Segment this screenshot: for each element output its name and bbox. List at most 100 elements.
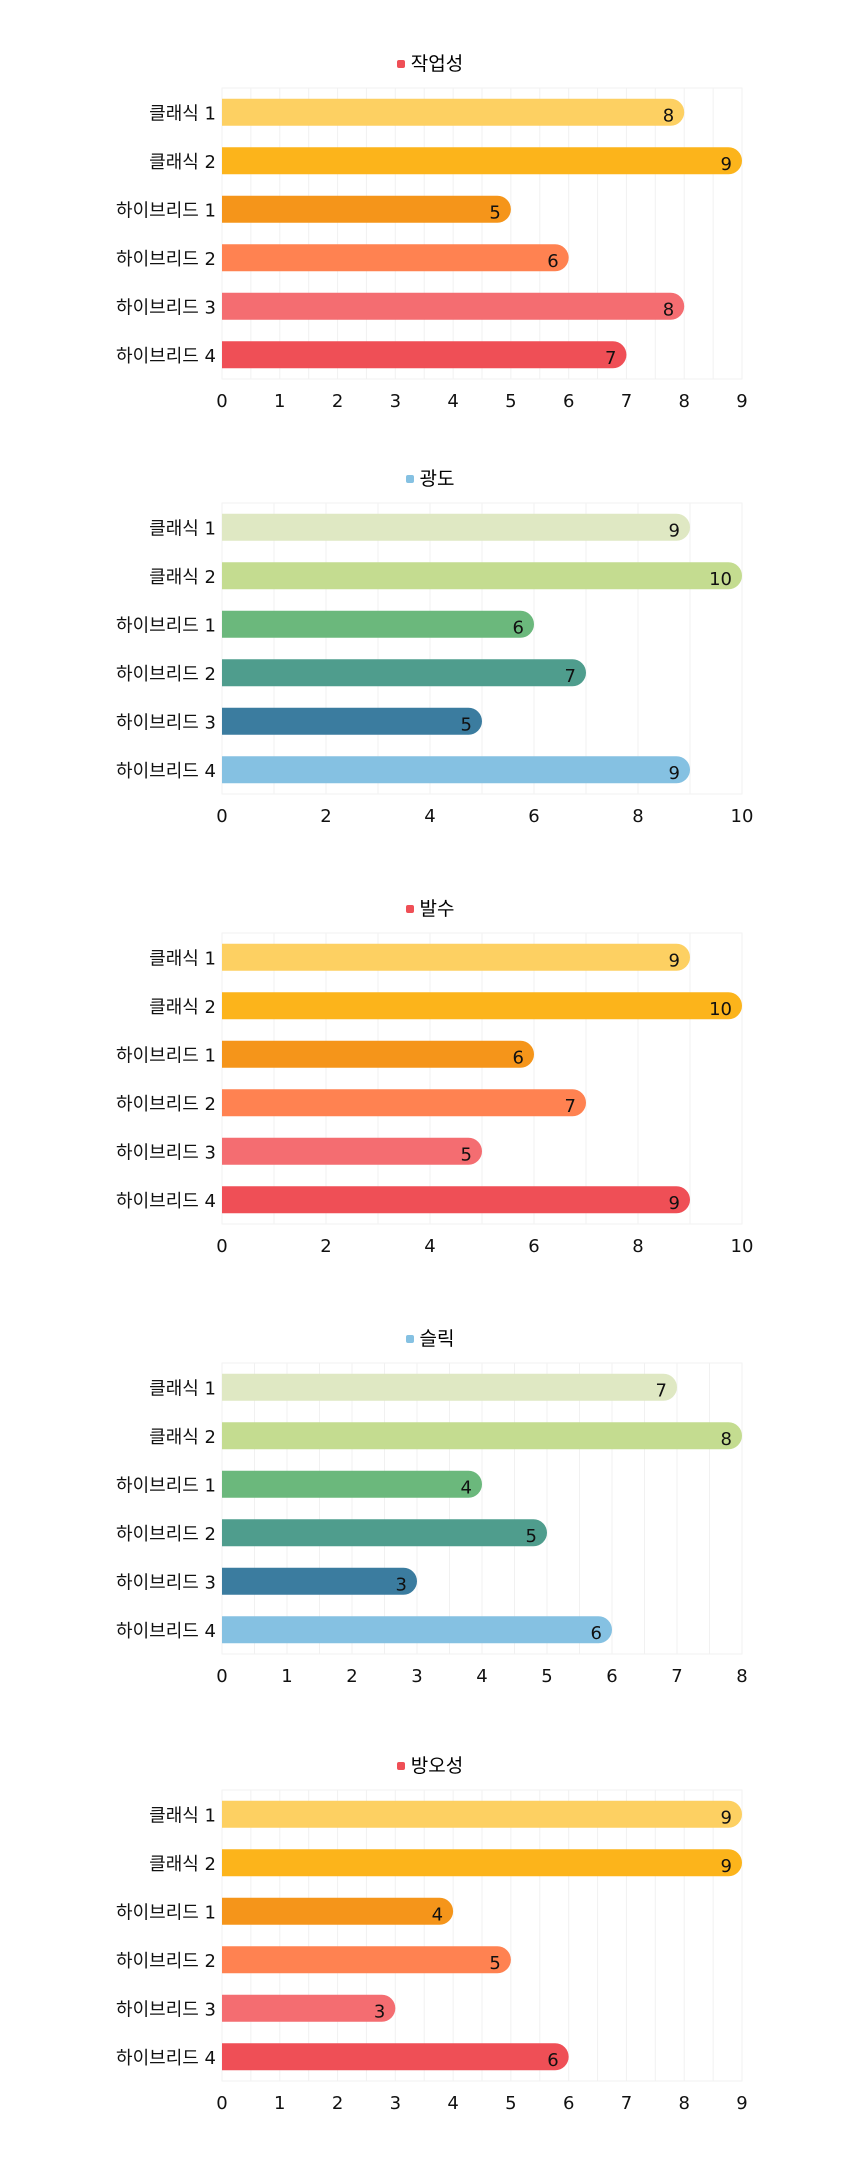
bar[interactable]: [222, 147, 742, 175]
x-tick-label: 10: [731, 806, 754, 827]
bar-value-label: 7: [656, 1380, 667, 1401]
bar[interactable]: [222, 1616, 612, 1644]
x-tick-label: 1: [281, 1666, 292, 1687]
x-tick-label: 6: [606, 1666, 617, 1687]
category-label: 하이브리드 3: [116, 1142, 216, 1163]
bar-value-label: 8: [721, 1429, 732, 1450]
x-tick-label: 5: [505, 391, 516, 412]
x-tick-label: 6: [528, 1236, 539, 1257]
bar[interactable]: [222, 513, 690, 541]
bar[interactable]: [222, 943, 690, 971]
x-tick-label: 5: [541, 1666, 552, 1687]
bar[interactable]: [222, 1373, 677, 1401]
bar[interactable]: [222, 992, 742, 1020]
category-label: 클래식 1: [149, 518, 216, 539]
bar[interactable]: [222, 1470, 482, 1498]
x-tick-label: 6: [528, 806, 539, 827]
chart-title-legend[interactable]: 광도: [0, 467, 860, 491]
x-tick-label: 0: [216, 391, 227, 412]
legend-swatch: [396, 1762, 405, 1770]
chart-title-legend[interactable]: 슬릭: [0, 1327, 860, 1351]
x-tick-label: 8: [632, 1236, 643, 1257]
bar-value-label: 8: [663, 105, 674, 126]
category-label: 클래식 2: [149, 1854, 216, 1875]
bar-value-label: 7: [605, 348, 616, 369]
x-tick-label: 1: [274, 2093, 285, 2114]
x-tick-label: 8: [678, 2093, 689, 2114]
bar[interactable]: [222, 756, 690, 784]
bar[interactable]: [222, 1994, 396, 2022]
bar-value-label: 8: [663, 299, 674, 320]
bar[interactable]: [222, 1897, 454, 1925]
category-label: 하이브리드 3: [116, 1999, 216, 2020]
x-tick-label: 2: [346, 1666, 357, 1687]
bar[interactable]: [222, 1089, 586, 1117]
bar-value-label: 4: [432, 1904, 443, 1925]
category-label: 클래식 1: [149, 948, 216, 969]
chart-title-legend[interactable]: 방오성: [0, 1754, 860, 1778]
bar[interactable]: [222, 1800, 742, 1828]
category-label: 하이브리드 1: [116, 1902, 216, 1923]
category-label: 클래식 2: [149, 997, 216, 1018]
chart-title-legend[interactable]: 발수: [0, 897, 860, 921]
legend-swatch: [396, 60, 405, 68]
bar-value-label: 5: [489, 1953, 500, 1974]
legend-swatch: [405, 475, 414, 483]
bar[interactable]: [222, 1849, 742, 1877]
x-tick-label: 1: [274, 391, 285, 412]
bar[interactable]: [222, 195, 511, 223]
bar[interactable]: [222, 1567, 417, 1595]
bar[interactable]: [222, 610, 534, 638]
bar-value-label: 7: [565, 1096, 576, 1117]
category-label: 하이브리드 4: [116, 346, 216, 367]
bar-value-label: 9: [669, 1193, 680, 1214]
bar[interactable]: [222, 1040, 534, 1068]
chart-title-legend[interactable]: 작업성: [0, 52, 860, 76]
bar-value-label: 10: [709, 569, 732, 590]
x-tick-label: 6: [563, 2093, 574, 2114]
chart-svg: 클래식 1 7 클래식 2 8 하이브리드 1 4 하이브리드 2 5 하이브리드 3 3 하이브리…: [116, 1362, 748, 1687]
x-tick-label: 8: [736, 1666, 747, 1687]
bar[interactable]: [222, 98, 685, 126]
x-tick-label: 3: [390, 2093, 401, 2114]
x-tick-label: 2: [320, 1236, 331, 1257]
category-label: 클래식 2: [149, 152, 216, 173]
bar[interactable]: [222, 707, 482, 735]
bar[interactable]: [222, 341, 627, 369]
bar-value-label: 5: [461, 714, 472, 735]
chart-title: 작업성: [410, 53, 464, 75]
chart-title: 방오성: [410, 1755, 464, 1777]
category-label: 클래식 2: [149, 1427, 216, 1448]
x-tick-label: 0: [216, 1666, 227, 1687]
category-label: 하이브리드 1: [116, 1045, 216, 1066]
bar-value-label: 5: [461, 1144, 472, 1165]
bar[interactable]: [222, 659, 586, 687]
bar[interactable]: [222, 244, 569, 272]
bar-value-label: 9: [721, 154, 732, 175]
bar[interactable]: [222, 1946, 511, 1974]
category-label: 하이브리드 2: [116, 1951, 216, 1972]
x-tick-label: 2: [332, 391, 343, 412]
bar-value-label: 5: [489, 202, 500, 223]
category-label: 하이브리드 2: [116, 664, 216, 685]
bar-value-label: 9: [721, 1856, 732, 1877]
x-tick-label: 4: [476, 1666, 487, 1687]
bar[interactable]: [222, 292, 685, 320]
x-tick-label: 5: [505, 2093, 516, 2114]
bar[interactable]: [222, 1186, 690, 1214]
category-label: 하이브리드 3: [116, 1572, 216, 1593]
bar[interactable]: [222, 1137, 482, 1165]
bar-value-label: 9: [669, 520, 680, 541]
bar[interactable]: [222, 1422, 742, 1450]
category-label: 하이브리드 4: [116, 1621, 216, 1642]
x-tick-label: 9: [736, 391, 747, 412]
bar[interactable]: [222, 562, 742, 590]
category-label: 하이브리드 2: [116, 1524, 216, 1545]
bar-value-label: 6: [513, 1047, 524, 1068]
x-tick-label: 2: [320, 806, 331, 827]
bar[interactable]: [222, 2043, 569, 2071]
x-tick-label: 8: [632, 806, 643, 827]
category-label: 클래식 1: [149, 103, 216, 124]
bar[interactable]: [222, 1519, 547, 1547]
